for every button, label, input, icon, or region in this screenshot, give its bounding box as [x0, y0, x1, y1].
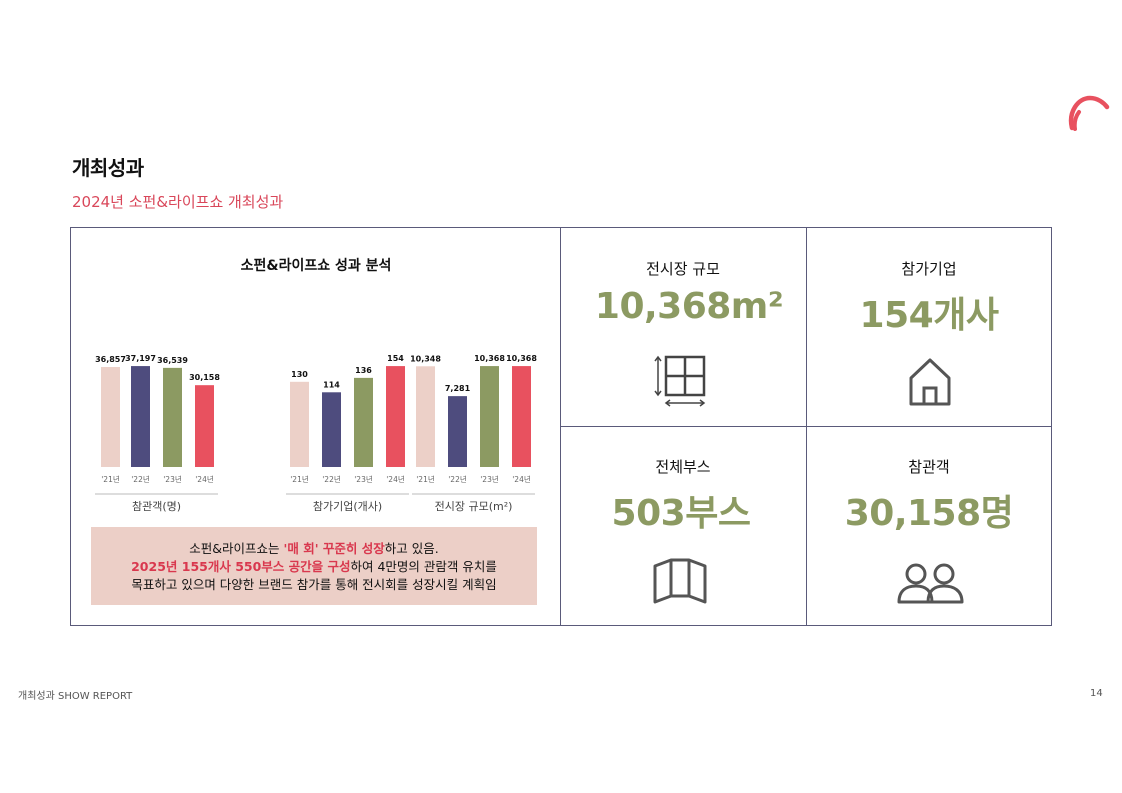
bar-value-label: 36,539: [157, 356, 188, 365]
category-tick-label: '22년: [448, 474, 467, 484]
chart-bar: [163, 367, 182, 467]
category-tick-label: '21년: [101, 474, 120, 484]
chart-bar: [416, 366, 435, 467]
bar-value-label: 130: [291, 370, 308, 379]
chart-bar: [131, 366, 150, 467]
bar-value-label: 7,281: [445, 384, 471, 393]
bar-value-label: 30,158: [189, 373, 220, 382]
group-axis-label: 전시장 규모(m²): [435, 500, 513, 513]
bar-value-label: 10,368: [474, 354, 505, 363]
kpi-value-total-booths: 503부스: [611, 493, 751, 534]
callout-line-3: 목표하고 있으며 다양한 브랜드 참가를 통해 전시회를 성장시킬 계획임: [131, 577, 497, 592]
kpi-value-exhibitors: 154개사: [859, 295, 999, 336]
chart-bar: [480, 366, 499, 467]
category-tick-label: '22년: [322, 474, 341, 484]
booth-panel-icon: [653, 558, 707, 604]
page-number: 14: [1090, 688, 1103, 699]
category-tick-label: '23년: [163, 474, 182, 484]
category-tick-label: '24년: [195, 474, 214, 484]
category-tick-label: '21년: [290, 474, 309, 484]
category-tick-label: '21년: [416, 474, 435, 484]
bar-value-label: 36,857: [95, 355, 126, 364]
category-tick-label: '24년: [386, 474, 405, 484]
page-title: 개최성과: [72, 156, 144, 180]
chart-bar: [322, 392, 341, 467]
category-tick-label: '23년: [480, 474, 499, 484]
house-icon: [909, 358, 951, 406]
callout-line-1: 소펀&라이프쇼는 '매 회' 꾸준히 성장하고 있음.: [189, 541, 439, 556]
brand-logo-icon: [1068, 95, 1110, 131]
summary-callout: 소펀&라이프쇼는 '매 회' 꾸준히 성장하고 있음. 2025년 155개사 …: [91, 527, 537, 605]
group-axis-label: 참가기업(개사): [313, 500, 382, 513]
group-axis-label: 참관객(명): [132, 500, 181, 513]
chart-bar: [512, 366, 531, 467]
chart-bar: [448, 396, 467, 467]
chart-bar: [386, 366, 405, 467]
kpi-label-total-booths: 전체부스: [655, 458, 711, 476]
chart-bar: [101, 367, 120, 467]
kpi-label-visitors: 참관객: [908, 458, 950, 476]
bar-value-label: 114: [323, 380, 340, 389]
page-subtitle: 2024년 소펀&라이프쇼 개최성과: [72, 193, 284, 211]
chart-bar: [290, 381, 309, 467]
bar-value-label: 10,368: [506, 354, 537, 363]
chart-bar: [195, 385, 214, 467]
kpi-label-exhibition-size: 전시장 규모: [646, 260, 720, 278]
category-tick-label: '22년: [131, 474, 150, 484]
floor-plan-icon: [654, 355, 706, 407]
people-icon: [897, 563, 964, 604]
chart-title: 소펀&라이프쇼 성과 분석: [240, 258, 392, 274]
category-tick-label: '23년: [354, 474, 373, 484]
footer-label: 개최성과 SHOW REPORT: [18, 691, 133, 702]
bar-value-label: 10,348: [410, 354, 441, 363]
kpi-label-exhibitors: 참가기업: [901, 260, 957, 278]
bar-value-label: 136: [355, 366, 372, 375]
bar-value-label: 154: [387, 354, 404, 363]
performance-bar-chart: 36,857 '21년 37,197 '22년 36,539 '23년 30,158 '24년…: [95, 354, 537, 513]
kpi-value-visitors: 30,158명: [844, 493, 1014, 534]
callout-line-2: 2025년 155개사 550부스 공간을 구성하여 4만명의 관람객 유치를: [131, 559, 497, 574]
category-tick-label: '24년: [512, 474, 531, 484]
chart-bar: [354, 377, 373, 467]
bar-value-label: 37,197: [125, 354, 156, 363]
kpi-value-exhibition-size: 10,368m²: [594, 286, 784, 327]
divider: [560, 426, 1052, 427]
